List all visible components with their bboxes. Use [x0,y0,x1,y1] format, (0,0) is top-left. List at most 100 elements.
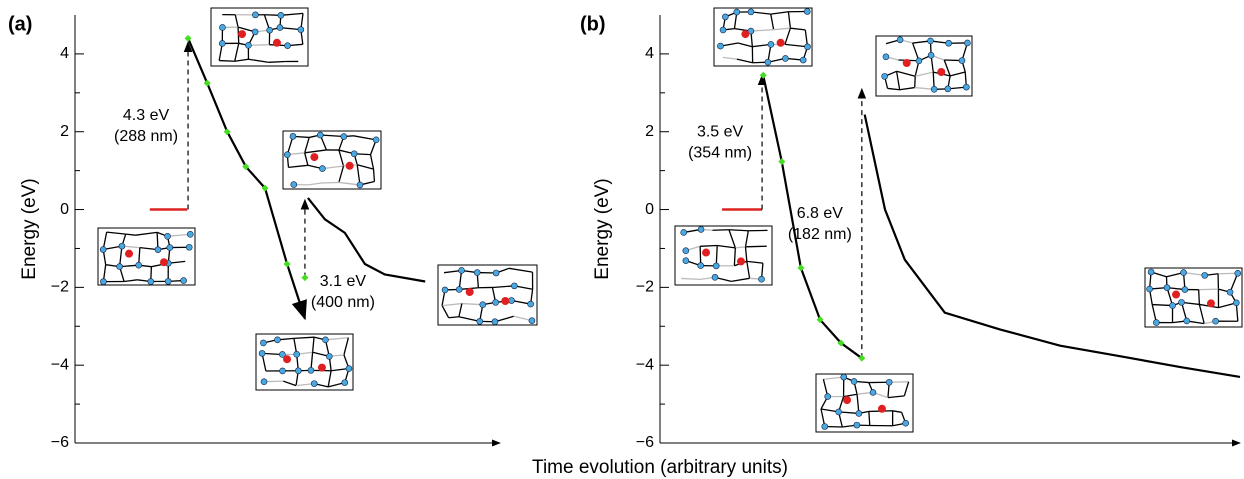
atom [458,267,465,274]
y-tick-label: 0 [60,201,69,218]
atom [944,85,952,93]
atom-red [501,297,510,305]
atom [902,419,909,427]
atom [340,133,348,140]
atom [260,339,267,347]
bond [234,43,240,62]
bond [887,87,900,91]
atom [284,42,291,49]
y-tick-label: 2 [60,123,69,140]
atom [882,53,890,61]
atom [869,389,877,396]
atom [492,269,500,277]
bond [356,164,361,186]
atom [218,40,226,47]
atom [1147,268,1155,276]
atom [799,56,807,64]
bond [717,244,736,249]
atom-red [317,363,326,372]
excitation-label: 3.5 eV [697,124,744,141]
bond [234,58,249,62]
bond [823,376,844,380]
bond [458,303,463,317]
excitation-label: (182 nm) [788,226,852,243]
atom [186,230,194,238]
bond [322,165,344,170]
bond [744,246,748,262]
atom [1169,302,1176,309]
atom-red [283,355,292,364]
bond [787,11,792,29]
atom [219,24,226,31]
bond [1198,304,1205,324]
atom [853,421,861,429]
marker [816,316,824,324]
atom [927,51,935,59]
atom [764,58,772,66]
atom [682,247,690,254]
y-tick-label: 4 [645,45,654,62]
bond [283,380,297,387]
bond [353,135,377,141]
atom [1212,317,1219,325]
atom-red [736,257,745,266]
atom [260,378,268,385]
atom [279,367,286,375]
inset-frame [815,373,914,433]
bond [895,71,901,90]
bond [700,244,718,247]
y-axis-label: Energy (eV) [592,178,613,279]
structure-inset [875,35,973,97]
bond [279,26,301,31]
atom [274,336,281,344]
bond [681,277,701,280]
atom-red [465,288,474,296]
atom [527,300,534,308]
atom [166,244,174,251]
bond [728,229,749,232]
y-tick-label: 2 [645,123,654,140]
marker [283,260,291,268]
panel-label: (b) [580,13,606,35]
bond [320,134,344,138]
atom [289,133,297,140]
y-tick-label: −2 [636,279,654,296]
atom [479,301,487,308]
excitation-label: (400 nm) [311,294,375,311]
bond [492,285,515,289]
bond [308,182,322,186]
bond [441,305,450,319]
atom [803,8,811,15]
atom [680,229,688,236]
atom [697,226,705,233]
bond [736,58,753,64]
excitation-label: 6.8 eV [797,205,844,222]
bond [770,13,775,30]
atom [511,282,518,290]
bond [868,411,871,426]
atom-red [238,30,247,39]
bond [248,44,270,46]
inset-frame [875,35,973,97]
atom [476,318,484,325]
atom [266,26,273,34]
bond [943,59,951,77]
atom [1163,284,1171,291]
bond [338,149,345,167]
atom [528,317,536,324]
marker [778,158,786,166]
bond [369,154,375,170]
atom-red [1172,290,1181,299]
inset-frame [674,225,773,286]
bond [448,316,459,319]
atom [310,380,318,387]
bond [735,246,746,249]
atom [180,277,187,284]
bond [106,231,126,235]
atom [326,353,333,360]
atom [99,246,107,253]
atom [821,423,829,430]
atom [345,365,353,372]
y-tick-label: −6 [51,434,69,451]
